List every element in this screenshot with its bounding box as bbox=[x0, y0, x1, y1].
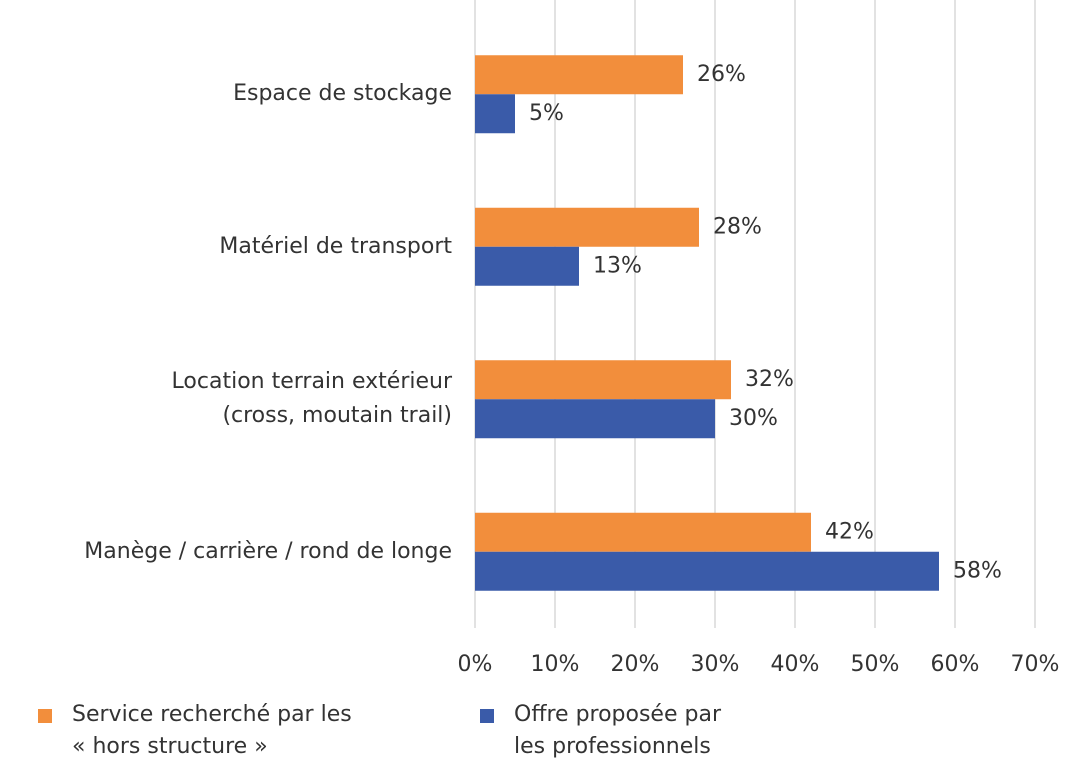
x-tick-label: 10% bbox=[531, 652, 580, 677]
bar bbox=[475, 360, 731, 400]
x-tick-label: 60% bbox=[931, 652, 980, 677]
bar bbox=[475, 55, 683, 95]
data-label: 58% bbox=[953, 558, 1002, 583]
legend-swatch bbox=[480, 709, 494, 723]
x-tick-label: 40% bbox=[771, 652, 820, 677]
y-tick-label: Espace de stockage bbox=[233, 81, 452, 107]
data-label: 32% bbox=[745, 367, 794, 392]
legend-label: Offre proposée par les professionnels bbox=[514, 702, 721, 759]
bar bbox=[475, 551, 939, 591]
data-label: 28% bbox=[713, 214, 762, 239]
data-label: 42% bbox=[825, 519, 874, 544]
x-tick-label: 0% bbox=[458, 652, 493, 677]
bar bbox=[475, 207, 699, 247]
data-label: 5% bbox=[529, 101, 564, 126]
legend-label: Service recherché par les « hors structu… bbox=[72, 702, 352, 759]
bar bbox=[475, 94, 515, 134]
x-tick-label: 70% bbox=[1011, 652, 1060, 677]
x-tick-label: 50% bbox=[851, 652, 900, 677]
bar bbox=[475, 246, 579, 286]
y-tick-label: Matériel de transport bbox=[219, 233, 452, 259]
data-label: 13% bbox=[593, 253, 642, 278]
x-tick-label: 20% bbox=[611, 652, 660, 677]
bar bbox=[475, 399, 715, 439]
x-tick-label: 30% bbox=[691, 652, 740, 677]
bar bbox=[475, 512, 811, 552]
data-label: 30% bbox=[729, 406, 778, 431]
legend-swatch bbox=[38, 709, 52, 723]
y-tick-label: Manège / carrière / rond de longe bbox=[84, 538, 452, 564]
y-tick-label: Location terrain extérieur (cross, mouta… bbox=[171, 369, 452, 429]
data-label: 26% bbox=[697, 62, 746, 87]
